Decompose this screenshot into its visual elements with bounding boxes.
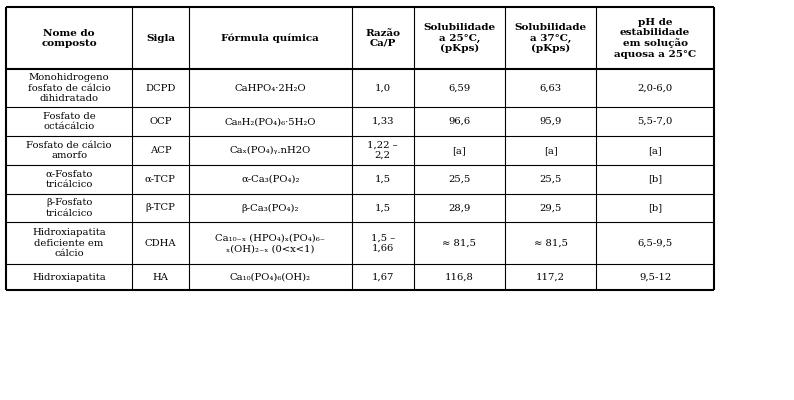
Text: DCPD: DCPD [145, 84, 175, 93]
Text: ≈ 81,5: ≈ 81,5 [442, 239, 476, 248]
Text: α-Fosfato
tricálcico: α-Fosfato tricálcico [45, 170, 93, 189]
Text: Razão
Ca/P: Razão Ca/P [365, 28, 400, 48]
Text: 95,9: 95,9 [539, 117, 562, 126]
Text: Sigla: Sigla [146, 34, 175, 43]
Text: 2,0-6,0: 2,0-6,0 [638, 84, 673, 93]
Text: Hidroxiapatita
deficiente em
cálcio: Hidroxiapatita deficiente em cálcio [33, 228, 106, 258]
Text: [a]: [a] [544, 146, 557, 155]
Text: 116,8: 116,8 [445, 273, 474, 282]
Text: CaHPO₄·2H₂O: CaHPO₄·2H₂O [234, 84, 306, 93]
Text: ≈ 81,5: ≈ 81,5 [534, 239, 568, 248]
Text: 6,59: 6,59 [448, 84, 471, 93]
Text: α-TCP: α-TCP [145, 175, 175, 184]
Text: Solubilidade
a 25°C,
(pKps): Solubilidade a 25°C, (pKps) [423, 23, 495, 53]
Text: Fórmula química: Fórmula química [222, 34, 319, 43]
Text: [b]: [b] [648, 175, 662, 184]
Text: 6,63: 6,63 [540, 84, 561, 93]
Text: 1,22 –
2,2: 1,22 – 2,2 [368, 141, 398, 160]
Text: [b]: [b] [648, 204, 662, 212]
Text: 117,2: 117,2 [536, 273, 565, 282]
Text: α-Ca₃(PO₄)₂: α-Ca₃(PO₄)₂ [241, 175, 299, 184]
Text: 9,5-12: 9,5-12 [639, 273, 671, 282]
Text: 29,5: 29,5 [539, 204, 562, 212]
Text: Solubilidade
a 37°C,
(pKps): Solubilidade a 37°C, (pKps) [515, 23, 587, 53]
Text: Caₓ(PO₄)ᵧ.nH2O: Caₓ(PO₄)ᵧ.nH2O [229, 146, 311, 155]
Text: Ca₁₀(PO₄)₆(OH)₂: Ca₁₀(PO₄)₆(OH)₂ [229, 273, 311, 282]
Text: 1,67: 1,67 [372, 273, 394, 282]
Text: 28,9: 28,9 [448, 204, 471, 212]
Text: 1,33: 1,33 [372, 117, 394, 126]
Text: Hidroxiapatita: Hidroxiapatita [33, 273, 106, 282]
Text: pH de
estabilidade
em solução
aquosa a 25°C: pH de estabilidade em solução aquosa a 2… [614, 18, 696, 59]
Text: 96,6: 96,6 [449, 117, 470, 126]
Text: Fosfato de cálcio
amorfo: Fosfato de cálcio amorfo [26, 141, 112, 160]
Text: Nome do
composto: Nome do composto [41, 28, 97, 48]
Text: Fosfato de
octácálcio: Fosfato de octácálcio [43, 112, 95, 131]
Text: HA: HA [152, 273, 168, 282]
Text: CDHA: CDHA [145, 239, 176, 248]
Text: 1,5: 1,5 [375, 204, 391, 212]
Text: OCP: OCP [149, 117, 172, 126]
Text: 1,5 –
1,66: 1,5 – 1,66 [371, 234, 395, 253]
Text: Monohidrogeno
fosfato de cálcio
dihidratado: Monohidrogeno fosfato de cálcio dihidrat… [28, 73, 110, 103]
Text: β-TCP: β-TCP [145, 204, 175, 212]
Text: β-Ca₃(PO₄)₂: β-Ca₃(PO₄)₂ [241, 204, 299, 212]
Text: Ca₈H₂(PO₄)₆·5H₂O: Ca₈H₂(PO₄)₆·5H₂O [225, 117, 316, 126]
Text: β-Fosfato
tricálcico: β-Fosfato tricálcico [45, 198, 93, 218]
Text: [a]: [a] [453, 146, 466, 155]
Text: 5,5-7,0: 5,5-7,0 [638, 117, 673, 126]
Text: 1,0: 1,0 [375, 84, 391, 93]
Text: [a]: [a] [648, 146, 662, 155]
Text: 25,5: 25,5 [448, 175, 471, 184]
Text: 1,5: 1,5 [375, 175, 391, 184]
Text: 6,5-9,5: 6,5-9,5 [638, 239, 673, 248]
Text: Ca₁₀₋ₓ (HPO₄)ₓ(PO₄)₆₋
ₓ(OH)₂₋ₓ (0<x<1): Ca₁₀₋ₓ (HPO₄)ₓ(PO₄)₆₋ ₓ(OH)₂₋ₓ (0<x<1) [215, 234, 326, 253]
Text: 25,5: 25,5 [539, 175, 562, 184]
Text: ACP: ACP [149, 146, 172, 155]
